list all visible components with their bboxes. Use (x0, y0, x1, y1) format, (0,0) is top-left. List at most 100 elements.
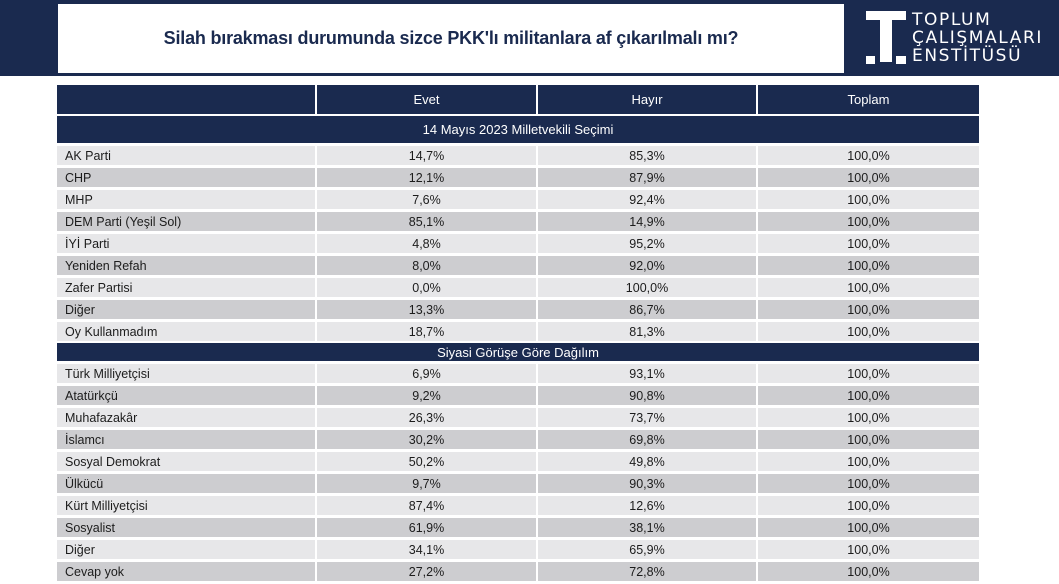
cell-hayir: 100,0% (538, 275, 758, 297)
logo-line-3: ENSTİTÜSÜ (912, 46, 1023, 66)
row-label: Kürt Milliyetçisi (57, 493, 317, 515)
cell-toplam: 100,0% (758, 449, 979, 471)
table-row: MHP 7,6% 92,4% 100,0% (57, 187, 979, 209)
table-row: Diğer 13,3% 86,7% 100,0% (57, 297, 979, 319)
table-row: İslamcı 30,2% 69,8% 100,0% (57, 427, 979, 449)
cell-hayir: 49,8% (538, 449, 758, 471)
cell-toplam: 100,0% (758, 471, 979, 493)
cell-hayir: 38,1% (538, 515, 758, 537)
cell-toplam: 100,0% (758, 165, 979, 187)
logo-line-1: TOPLUM (912, 10, 992, 30)
row-label: DEM Parti (Yeşil Sol) (57, 209, 317, 231)
table-row: Türk Milliyetçisi 6,9% 93,1% 100,0% (57, 361, 979, 383)
table-row: Sosyal Demokrat 50,2% 49,8% 100,0% (57, 449, 979, 471)
table-row: Zafer Partisi 0,0% 100,0% 100,0% (57, 275, 979, 297)
column-header-evet: Evet (317, 85, 538, 114)
cell-toplam: 100,0% (758, 143, 979, 165)
cell-hayir: 85,3% (538, 143, 758, 165)
cell-toplam: 100,0% (758, 559, 979, 581)
cell-evet: 9,7% (317, 471, 538, 493)
cell-toplam: 100,0% (758, 209, 979, 231)
cell-evet: 27,2% (317, 559, 538, 581)
section-header-row: Siyasi Görüşe Göre Dağılım (57, 341, 979, 361)
cell-toplam: 100,0% (758, 405, 979, 427)
row-label: Ülkücü (57, 471, 317, 493)
table-row: Muhafazakâr 26,3% 73,7% 100,0% (57, 405, 979, 427)
cell-toplam: 100,0% (758, 297, 979, 319)
column-header-hayir: Hayır (538, 85, 758, 114)
cell-hayir: 81,3% (538, 319, 758, 341)
table-row: Oy Kullanmadım 18,7% 81,3% 100,0% (57, 319, 979, 341)
row-label: Türk Milliyetçisi (57, 361, 317, 383)
table-row: Yeniden Refah 8,0% 92,0% 100,0% (57, 253, 979, 275)
cell-evet: 34,1% (317, 537, 538, 559)
cell-evet: 12,1% (317, 165, 538, 187)
cell-evet: 8,0% (317, 253, 538, 275)
cell-toplam: 100,0% (758, 537, 979, 559)
row-label: Cevap yok (57, 559, 317, 581)
cell-hayir: 90,3% (538, 471, 758, 493)
row-label: Oy Kullanmadım (57, 319, 317, 341)
cell-evet: 4,8% (317, 231, 538, 253)
cell-toplam: 100,0% (758, 383, 979, 405)
cell-hayir: 65,9% (538, 537, 758, 559)
cell-hayir: 87,9% (538, 165, 758, 187)
table-row: Diğer 34,1% 65,9% 100,0% (57, 537, 979, 559)
cell-hayir: 92,0% (538, 253, 758, 275)
row-label: MHP (57, 187, 317, 209)
cell-evet: 30,2% (317, 427, 538, 449)
cell-evet: 85,1% (317, 209, 538, 231)
cell-evet: 9,2% (317, 383, 538, 405)
cell-evet: 14,7% (317, 143, 538, 165)
cell-hayir: 12,6% (538, 493, 758, 515)
row-label: Sosyal Demokrat (57, 449, 317, 471)
cell-toplam: 100,0% (758, 515, 979, 537)
section-title: Siyasi Görüşe Göre Dağılım (57, 341, 979, 361)
row-label: Muhafazakâr (57, 405, 317, 427)
row-label: CHP (57, 165, 317, 187)
section-title: 14 Mayıs 2023 Milletvekili Seçimi (57, 114, 979, 143)
cell-evet: 61,9% (317, 515, 538, 537)
table-row: CHP 12,1% 87,9% 100,0% (57, 165, 979, 187)
row-label: Sosyalist (57, 515, 317, 537)
column-header-label (57, 85, 317, 114)
logo-text: TOPLUM ÇALIŞMALARI ENSTİTÜSÜ (912, 11, 1043, 65)
cell-evet: 13,3% (317, 297, 538, 319)
row-label: Yeniden Refah (57, 253, 317, 275)
logo: TOPLUM ÇALIŞMALARI ENSTİTÜSÜ (866, 8, 1046, 68)
row-label: Zafer Partisi (57, 275, 317, 297)
table-row: Kürt Milliyetçisi 87,4% 12,6% 100,0% (57, 493, 979, 515)
table-body: 14 Mayıs 2023 Milletvekili Seçimi AK Part… (57, 114, 979, 581)
cell-toplam: 100,0% (758, 275, 979, 297)
cell-hayir: 95,2% (538, 231, 758, 253)
cell-evet: 6,9% (317, 361, 538, 383)
table-row: Cevap yok 27,2% 72,8% 100,0% (57, 559, 979, 581)
row-label: İYİ Parti (57, 231, 317, 253)
title-box: Silah bırakması durumunda sizce PKK'lı m… (58, 4, 844, 73)
row-label: Diğer (57, 297, 317, 319)
results-table: Evet Hayır Toplam 14 Mayıs 2023 Milletve… (57, 85, 979, 581)
table-row: Atatürkçü 9,2% 90,8% 100,0% (57, 383, 979, 405)
table-row: Sosyalist 61,9% 38,1% 100,0% (57, 515, 979, 537)
section-header-row: 14 Mayıs 2023 Milletvekili Seçimi (57, 114, 979, 143)
cell-evet: 50,2% (317, 449, 538, 471)
cell-toplam: 100,0% (758, 427, 979, 449)
cell-hayir: 72,8% (538, 559, 758, 581)
cell-hayir: 90,8% (538, 383, 758, 405)
cell-hayir: 73,7% (538, 405, 758, 427)
cell-toplam: 100,0% (758, 361, 979, 383)
cell-toplam: 100,0% (758, 319, 979, 341)
cell-hayir: 86,7% (538, 297, 758, 319)
cell-evet: 18,7% (317, 319, 538, 341)
table-row: AK Parti 14,7% 85,3% 100,0% (57, 143, 979, 165)
cell-toplam: 100,0% (758, 253, 979, 275)
cell-hayir: 93,1% (538, 361, 758, 383)
row-label: Diğer (57, 537, 317, 559)
table-row: Ülkücü 9,7% 90,3% 100,0% (57, 471, 979, 493)
table-row: DEM Parti (Yeşil Sol) 85,1% 14,9% 100,0% (57, 209, 979, 231)
header-banner: Silah bırakması durumunda sizce PKK'lı m… (0, 0, 1059, 76)
cell-evet: 7,6% (317, 187, 538, 209)
row-label: AK Parti (57, 143, 317, 165)
cell-hayir: 14,9% (538, 209, 758, 231)
cell-evet: 87,4% (317, 493, 538, 515)
